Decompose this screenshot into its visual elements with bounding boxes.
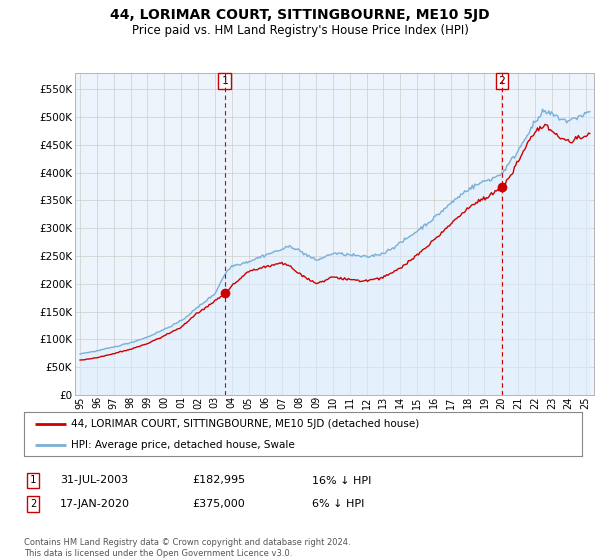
Text: Price paid vs. HM Land Registry's House Price Index (HPI): Price paid vs. HM Land Registry's House … <box>131 24 469 36</box>
Text: 6% ↓ HPI: 6% ↓ HPI <box>312 499 364 509</box>
Text: £182,995: £182,995 <box>192 475 245 486</box>
Text: 1: 1 <box>221 76 228 86</box>
Text: 2: 2 <box>499 76 505 86</box>
Text: £375,000: £375,000 <box>192 499 245 509</box>
Text: 16% ↓ HPI: 16% ↓ HPI <box>312 475 371 486</box>
Text: 2: 2 <box>30 499 36 509</box>
Text: 44, LORIMAR COURT, SITTINGBOURNE, ME10 5JD: 44, LORIMAR COURT, SITTINGBOURNE, ME10 5… <box>110 8 490 22</box>
Text: 1: 1 <box>30 475 36 486</box>
Text: 31-JUL-2003: 31-JUL-2003 <box>60 475 128 486</box>
Text: Contains HM Land Registry data © Crown copyright and database right 2024.
This d: Contains HM Land Registry data © Crown c… <box>24 538 350 558</box>
Text: 17-JAN-2020: 17-JAN-2020 <box>60 499 130 509</box>
Text: HPI: Average price, detached house, Swale: HPI: Average price, detached house, Swal… <box>71 440 295 450</box>
Text: 44, LORIMAR COURT, SITTINGBOURNE, ME10 5JD (detached house): 44, LORIMAR COURT, SITTINGBOURNE, ME10 5… <box>71 419 419 429</box>
